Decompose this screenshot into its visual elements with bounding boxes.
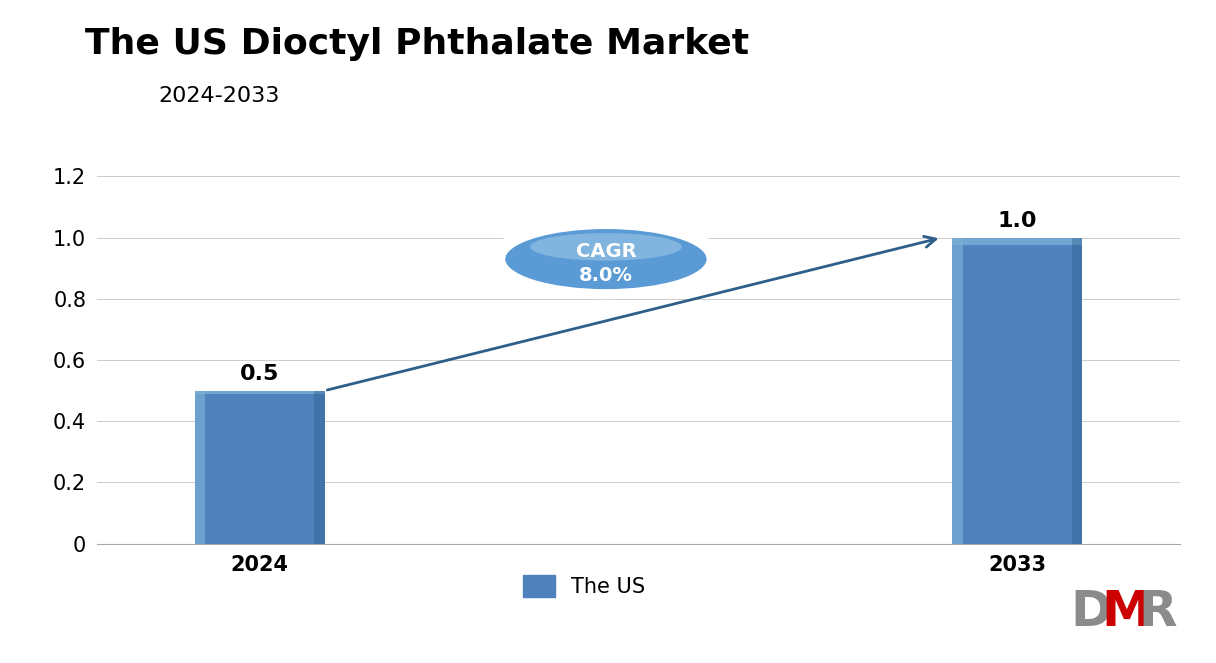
Text: 2024-2033: 2024-2033 (158, 86, 280, 106)
Ellipse shape (530, 233, 682, 261)
Text: The US Dioctyl Phthalate Market: The US Dioctyl Phthalate Market (85, 27, 749, 60)
Text: R: R (1138, 589, 1177, 636)
Bar (195, 391, 325, 544)
Ellipse shape (492, 223, 720, 295)
Text: 1.0: 1.0 (997, 211, 1037, 231)
Bar (952, 237, 1082, 544)
Bar (952, 237, 963, 544)
Bar (195, 391, 206, 544)
Text: D: D (1070, 589, 1111, 636)
Text: 0.5: 0.5 (240, 364, 280, 384)
Text: CAGR: CAGR (575, 242, 636, 261)
Text: M: M (1102, 589, 1152, 636)
Ellipse shape (503, 227, 709, 291)
Ellipse shape (486, 221, 725, 297)
Legend: The US: The US (523, 575, 646, 597)
Bar (1071, 237, 1082, 544)
Bar (195, 391, 325, 394)
Bar (314, 391, 325, 544)
Bar (952, 237, 1082, 245)
Text: 8.0%: 8.0% (579, 267, 632, 285)
